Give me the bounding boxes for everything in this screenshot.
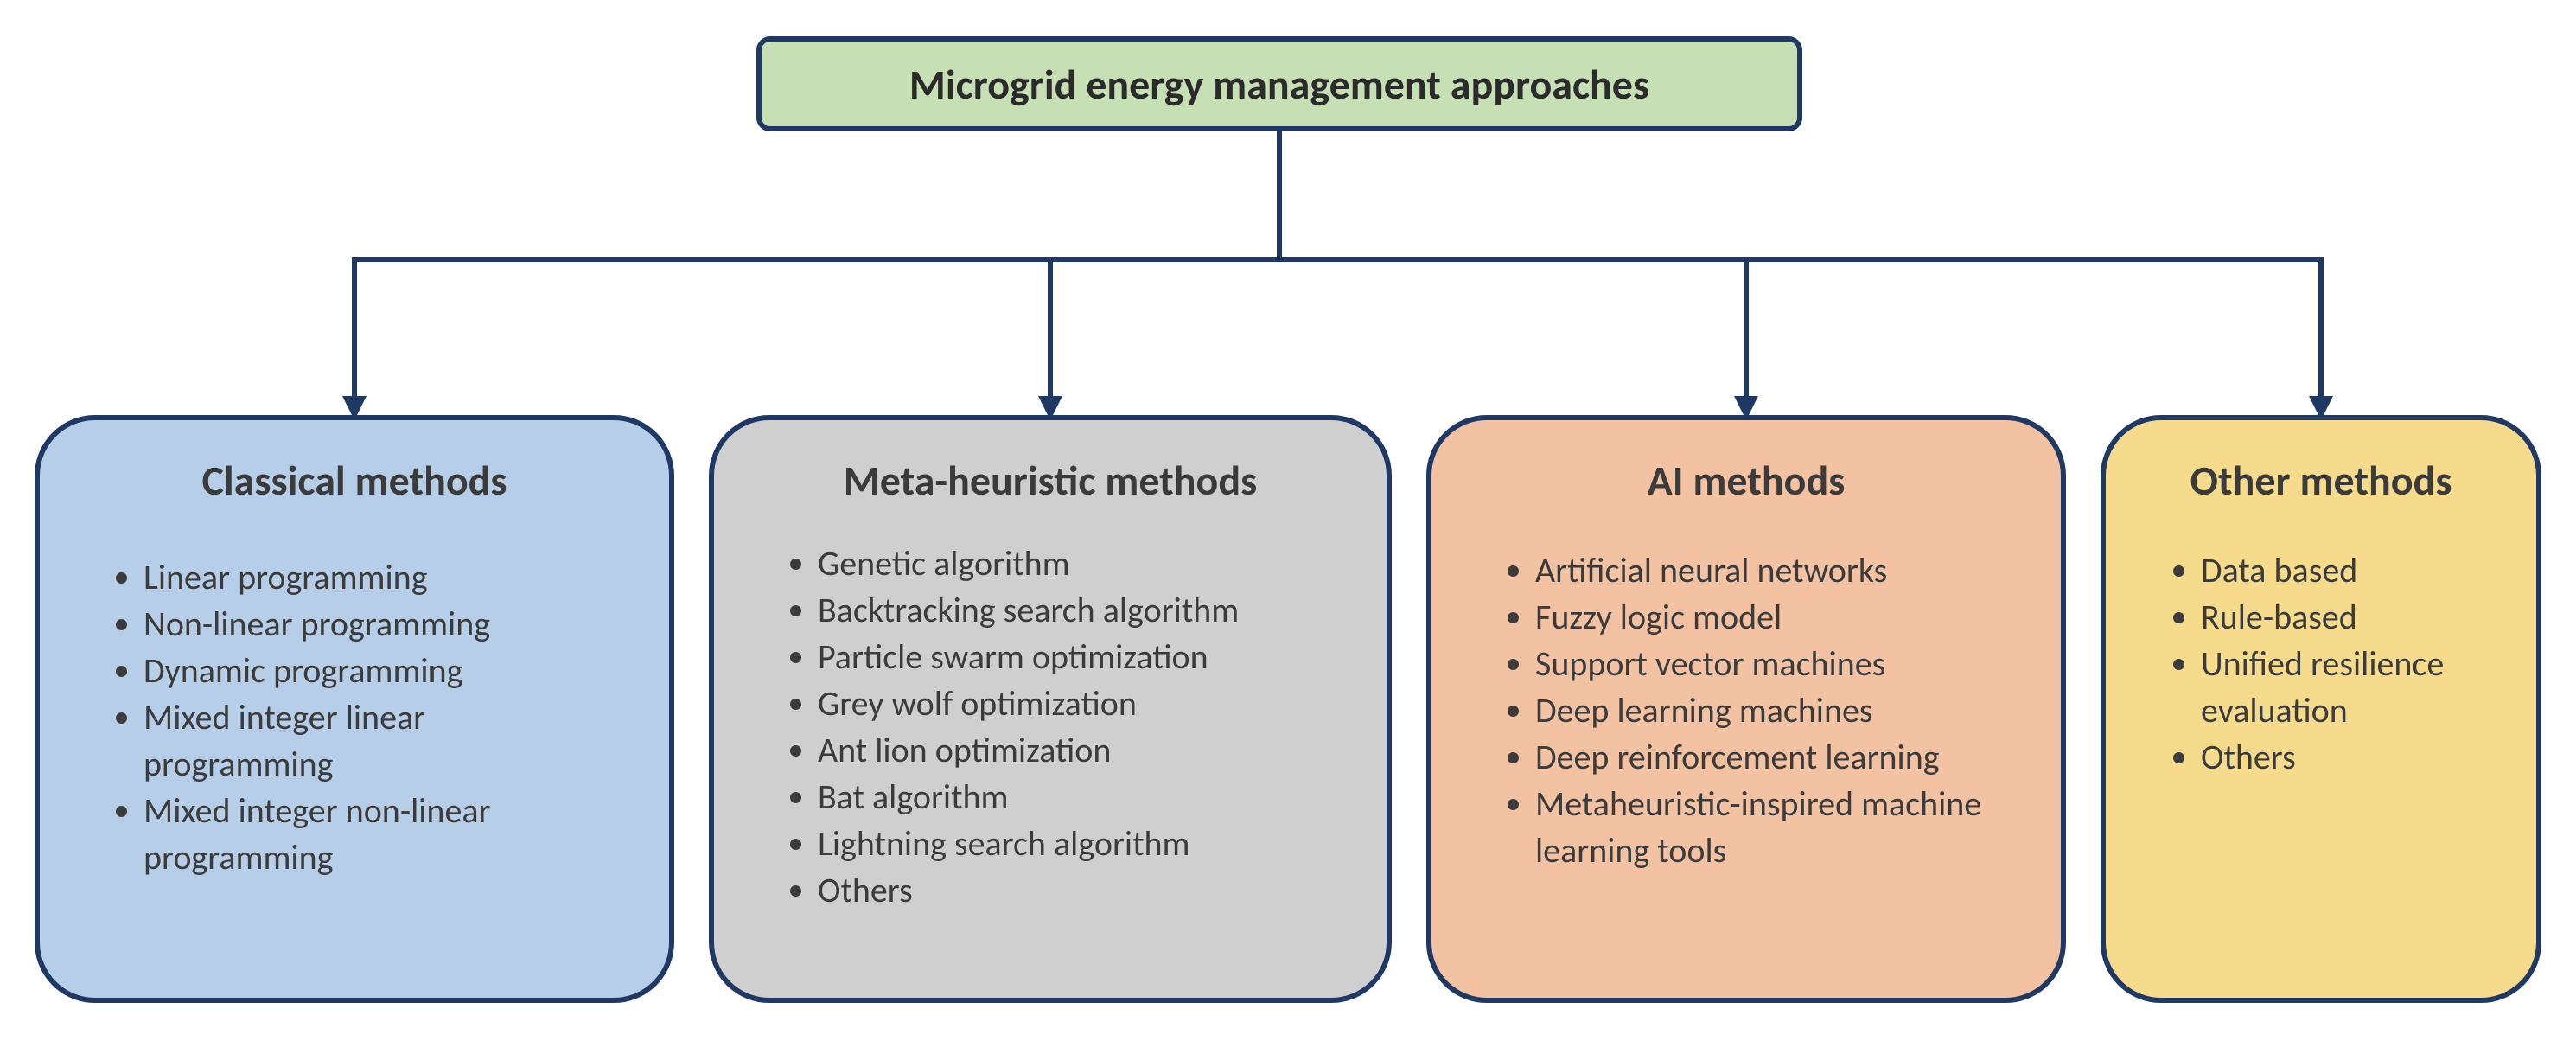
list-item: Others	[2201, 734, 2493, 781]
list-item: Rule-based	[2201, 594, 2493, 641]
list-item: Others	[818, 867, 1352, 914]
list-item: Non-linear programming	[143, 601, 617, 648]
category-other: Other methods Data basedRule-basedUnified…	[2101, 415, 2541, 1003]
category-list: Genetic algorithmBacktracking search alg…	[714, 540, 1387, 914]
root-label: Microgrid energy management approaches	[909, 59, 1649, 110]
list-item: Unified resilience evaluation	[2201, 641, 2493, 734]
list-item: Deep reinforcement learning	[1535, 734, 2018, 781]
list-item: Support vector machines	[1535, 641, 2018, 687]
diagram-canvas: Microgrid energy management approaches C…	[0, 0, 2576, 1041]
list-item: Lightning search algorithm	[818, 821, 1352, 867]
category-list: Data basedRule-basedUnified resilience e…	[2106, 547, 2536, 781]
category-list: Linear programmingNon-linear programming…	[40, 554, 669, 881]
list-item: Grey wolf optimization	[818, 680, 1352, 727]
list-item: Particle swarm optimization	[818, 634, 1352, 680]
list-item: Metaheuristic-inspired machine learning …	[1535, 781, 2018, 874]
category-ai: AI methods Artificial neural networksFuzz…	[1426, 415, 2066, 1003]
category-classical: Classical methods Linear programmingNon-l…	[35, 415, 674, 1003]
list-item: Mixed integer linear programming	[143, 694, 617, 788]
category-title: Classical methods	[40, 455, 669, 506]
category-title: Meta-heuristic methods	[714, 455, 1387, 506]
root-node: Microgrid energy management approaches	[756, 36, 1802, 131]
list-item: Dynamic programming	[143, 648, 617, 694]
category-list: Artificial neural networksFuzzy logic mo…	[1431, 547, 2061, 874]
category-meta: Meta-heuristic methodsGenetic algorithmB…	[709, 415, 1392, 1003]
list-item: Backtracking search algorithm	[818, 587, 1352, 634]
list-item: Mixed integer non-linear programming	[143, 788, 617, 881]
list-item: Genetic algorithm	[818, 540, 1352, 587]
list-item: Bat algorithm	[818, 774, 1352, 821]
category-title: Other methods	[2106, 455, 2536, 506]
category-title: AI methods	[1431, 455, 2061, 506]
list-item: Linear programming	[143, 554, 617, 601]
list-item: Ant lion optimization	[818, 727, 1352, 774]
list-item: Artificial neural networks	[1535, 547, 2018, 594]
list-item: Fuzzy logic model	[1535, 594, 2018, 641]
list-item: Deep learning machines	[1535, 687, 2018, 734]
list-item: Data based	[2201, 547, 2493, 594]
